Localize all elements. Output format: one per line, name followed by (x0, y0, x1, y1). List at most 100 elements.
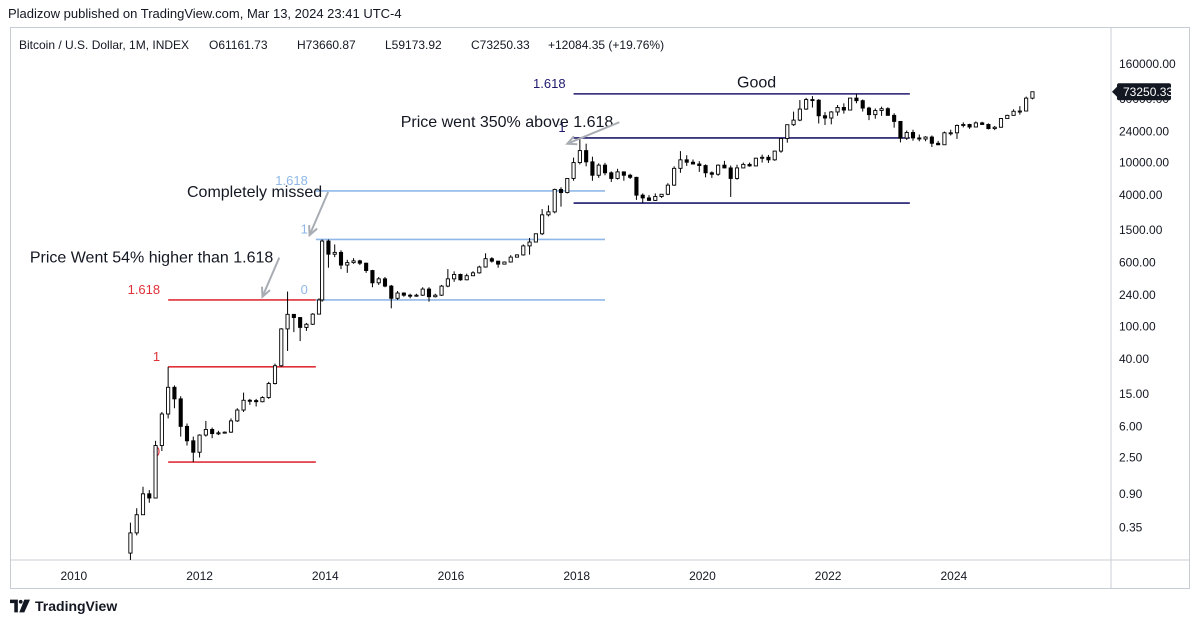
candle-down (401, 292, 406, 297)
candle-down (766, 154, 771, 163)
candle-body (615, 171, 620, 179)
annotation-arrow (566, 121, 620, 145)
candle-down (210, 427, 215, 439)
candle-up (477, 265, 482, 274)
candle-down (496, 260, 501, 268)
candle-body (210, 429, 215, 435)
candle-down (558, 187, 564, 207)
time-axis-tick: 2014 (312, 569, 339, 583)
candle-down (697, 161, 702, 172)
candle-body (228, 420, 234, 433)
candle-up (228, 418, 234, 433)
candle-up (332, 244, 337, 258)
publisher-line: Pladizow published on TradingView.com, M… (8, 6, 402, 21)
candle-body (496, 260, 501, 265)
candle-down (980, 121, 985, 125)
candle-body (1011, 110, 1016, 116)
candle-down (703, 164, 708, 178)
candle-body (590, 161, 595, 176)
candle-body (659, 193, 664, 197)
candle-down (382, 277, 388, 288)
candle-down (917, 134, 922, 142)
candle-up (128, 522, 133, 560)
chart-panel[interactable]: Bitcoin / U.S. Dollar, 1M, INDEX O61161.… (10, 27, 1190, 589)
candle-up (961, 122, 966, 128)
candle-body (241, 399, 246, 411)
candle-body (797, 108, 802, 121)
candle-body (260, 397, 265, 403)
candle-body (178, 398, 183, 427)
candle-up (540, 209, 545, 236)
price-axis-tick: 1500.00 (1119, 223, 1163, 237)
annotation-text[interactable]: Price Went 54% higher than 1.618 (30, 250, 274, 267)
price-axis[interactable]: 160000.0060000.0024000.0010000.004000.00… (1119, 57, 1176, 534)
candle-up (1030, 91, 1035, 100)
candle-body (370, 270, 375, 284)
candle-body (577, 150, 582, 164)
candle-body (854, 97, 859, 102)
candle-down (747, 162, 752, 167)
candle-body (376, 278, 381, 284)
candle-up (166, 366, 171, 419)
candle-body (709, 172, 714, 175)
candle-body (502, 261, 507, 265)
ohlc-close: C73250.33 (471, 38, 530, 52)
candle-body (338, 251, 344, 266)
candle-body (401, 292, 406, 296)
footer-brand[interactable]: TradingView (35, 598, 118, 614)
candle-body (929, 136, 934, 144)
last-price-value: 73250.33 (1123, 85, 1173, 99)
candle-body (653, 196, 658, 201)
annotation-text[interactable]: Good (737, 75, 776, 92)
candle-down (646, 195, 652, 201)
candle-down (936, 140, 941, 146)
candle-up (464, 273, 469, 281)
candle-body (741, 163, 746, 169)
candle-body (452, 274, 457, 280)
candle-up (235, 408, 240, 422)
candle-body (235, 409, 240, 422)
candle-body (222, 431, 227, 434)
candle-down (860, 99, 865, 112)
candle-up (203, 420, 208, 437)
candle-body (986, 124, 991, 130)
candle-up (395, 291, 400, 300)
candle-body (910, 132, 916, 139)
candle-up (665, 183, 670, 196)
candle-down (929, 135, 934, 147)
candle-body (351, 260, 356, 264)
candle-body (320, 240, 325, 301)
candle-up (1005, 114, 1010, 119)
candle-up (140, 486, 146, 516)
candle-up (222, 431, 227, 434)
candle-body (728, 167, 733, 179)
candle-body (942, 132, 947, 146)
candle-up (760, 154, 765, 163)
candle-down (892, 113, 897, 128)
candle-up (414, 293, 419, 297)
candle-up (577, 138, 582, 165)
candle-body (197, 434, 202, 453)
candle-up (260, 396, 265, 403)
candle-up (285, 291, 290, 351)
candle-body (609, 172, 614, 179)
candlestick-chart[interactable]: Bitcoin / U.S. Dollar, 1M, INDEX O61161.… (11, 28, 1189, 588)
annotation-text[interactable]: Price went 350% above 1.618 (401, 114, 614, 131)
candle-body (533, 233, 538, 243)
candle-down (326, 239, 331, 268)
candle-body (992, 126, 997, 130)
candle-up (279, 328, 284, 367)
annotation-text[interactable]: Completely missed (187, 184, 322, 201)
candle-body (395, 292, 400, 299)
time-axis[interactable]: 2010 2012 2014 2016 2018 2020 2022 2024 (61, 569, 968, 583)
candle-up (502, 261, 507, 265)
price-axis-tick: 2.50 (1119, 451, 1143, 465)
candle-up (998, 118, 1004, 128)
time-axis-tick: 2016 (438, 569, 465, 583)
candle-body (678, 159, 683, 169)
candle-down (291, 313, 296, 333)
candle-body (948, 132, 953, 135)
candle-body (954, 124, 960, 134)
candle-body (791, 119, 796, 126)
candle-body (521, 245, 526, 256)
